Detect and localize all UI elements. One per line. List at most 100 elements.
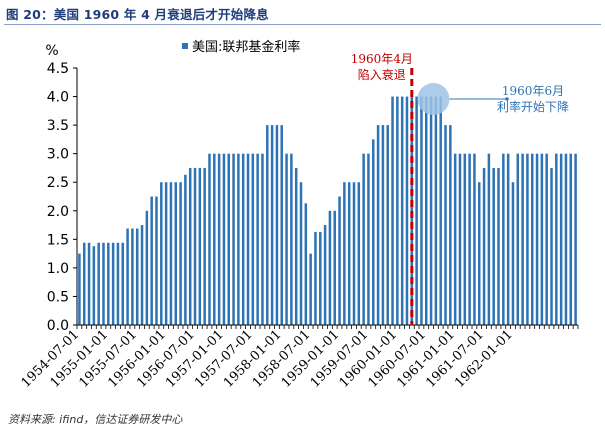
bar	[367, 153, 370, 325]
bar	[256, 153, 259, 325]
bar	[434, 96, 438, 325]
bar	[343, 182, 346, 325]
bar	[502, 153, 505, 325]
rate-cut-marker-circle	[417, 83, 450, 115]
y-tick-label: 4.5	[47, 61, 69, 77]
bar	[391, 96, 394, 325]
bar	[511, 182, 515, 325]
y-tick-label: 1.0	[47, 261, 69, 277]
bar	[107, 242, 110, 325]
title-divider	[4, 24, 601, 25]
bar	[280, 125, 283, 325]
bar	[477, 182, 481, 325]
bar	[463, 153, 467, 325]
bar	[458, 153, 462, 325]
bar	[487, 153, 491, 325]
bar	[559, 153, 563, 325]
bar	[135, 228, 139, 325]
bar	[92, 246, 96, 325]
bar	[444, 125, 447, 325]
bar	[420, 96, 423, 325]
bar	[439, 96, 442, 325]
bar	[198, 167, 202, 325]
bar	[530, 153, 534, 325]
bar	[227, 153, 230, 325]
bar	[290, 153, 293, 325]
bar	[429, 96, 433, 325]
bar	[237, 153, 240, 325]
legend-swatch	[182, 43, 188, 49]
bar	[521, 153, 524, 325]
bar	[540, 153, 544, 325]
bar	[131, 228, 134, 325]
bar	[97, 242, 100, 325]
bar	[299, 182, 303, 325]
bar	[169, 182, 173, 325]
bar	[111, 242, 115, 325]
bar	[208, 153, 211, 325]
bar	[468, 153, 471, 325]
bar	[372, 139, 375, 325]
bar	[535, 153, 539, 325]
bar	[241, 153, 245, 325]
legend-label: 美国:联邦基金利率	[192, 39, 300, 55]
bar	[116, 242, 120, 325]
bar	[449, 125, 452, 325]
recession-annotation-line1: 1960年4月	[351, 52, 413, 66]
bar	[121, 242, 125, 325]
bar	[333, 210, 336, 325]
bar	[164, 182, 168, 325]
bar	[381, 125, 385, 325]
bar	[309, 253, 312, 325]
bar	[410, 96, 414, 325]
y-tick-label: 3.0	[47, 147, 69, 163]
bar	[160, 182, 163, 325]
bar	[386, 125, 389, 325]
bar	[425, 96, 428, 325]
bar	[251, 153, 255, 325]
recession-annotation-line2: 陷入衰退	[358, 67, 406, 82]
bar	[266, 125, 269, 325]
bar	[415, 96, 418, 325]
x-axis: 1954-07-011955-01-011955-07-011956-01-01…	[19, 324, 579, 391]
bar	[126, 228, 129, 325]
bar	[569, 153, 573, 325]
bar	[188, 167, 192, 325]
bar	[526, 153, 529, 325]
bar	[304, 203, 308, 325]
legend: 美国:联邦基金利率	[182, 39, 300, 55]
y-tick-label: 0.0	[47, 318, 69, 334]
bar	[396, 96, 399, 325]
bar	[213, 153, 216, 325]
y-tick-label: 4.0	[47, 90, 69, 106]
y-tick-label: 2.5	[47, 175, 69, 191]
rate-cut-annotation-line1: 1960年6月	[502, 84, 564, 98]
bar	[155, 196, 158, 325]
y-axis: 0.0 0.5 1.0 1.5 2.0 2.5 3.0 3.5 4.0 4.5%	[45, 43, 78, 334]
source-note: 资料来源: ifind，信达证券研发中心	[8, 413, 183, 426]
rate-cut-annotation-line2: 利率开始下降	[497, 99, 569, 114]
bar	[555, 153, 558, 325]
bar	[78, 253, 81, 325]
y-tick-label: 2.0	[47, 204, 69, 220]
figure-title: 图 20：美国 1960 年 4 月衰退后才开始降息	[6, 7, 269, 22]
bar	[492, 167, 495, 325]
bar	[516, 153, 520, 325]
bar	[174, 182, 178, 325]
bar	[184, 174, 187, 325]
bar	[376, 125, 380, 325]
rate-cut-leader-dot	[505, 97, 509, 101]
bar	[193, 167, 197, 325]
bar-series	[78, 96, 577, 325]
bar	[564, 153, 568, 325]
bar	[314, 231, 317, 325]
bar	[574, 153, 577, 325]
bar	[550, 167, 553, 325]
bar	[203, 167, 206, 325]
bar	[506, 153, 510, 325]
bar	[102, 242, 105, 325]
bar	[482, 167, 486, 325]
bar	[179, 182, 182, 325]
bar	[275, 125, 279, 325]
